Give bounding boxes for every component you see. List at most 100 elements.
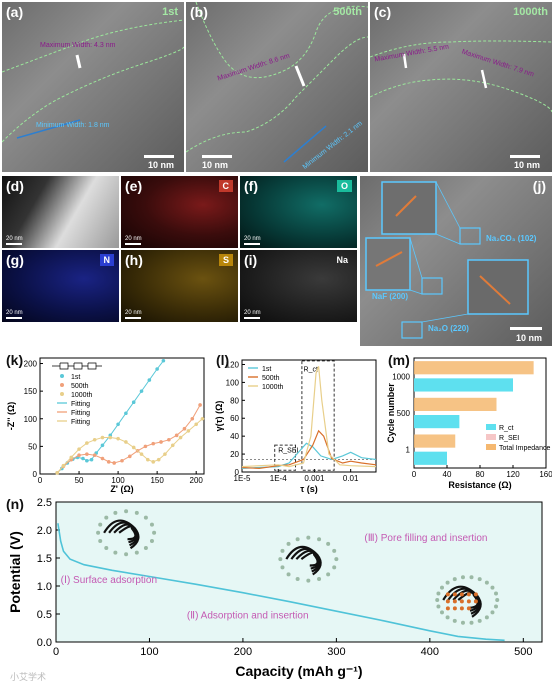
particle-pore-filling-icon-ion [445,615,450,620]
scale-bar [510,155,540,158]
fit-line-1000th [56,418,203,474]
x-tick-label: 200 [234,646,252,658]
legend-swatch [486,444,496,450]
x-tick-label: 0.001 [304,474,325,483]
hrtem-insets [365,181,529,339]
y-tick-label: 0 [235,468,240,477]
sei-boundary-b [186,2,368,163]
panel-label: (j) [532,178,546,194]
particle-pore-filling-icon-ion [452,618,457,623]
y-axis-label: -Z'' (Ω) [6,402,16,431]
y-tick-label: 20 [230,450,239,459]
x-tick-label: 500 [514,646,532,658]
data-point-500th [128,454,132,459]
particle-pore-filling-icon-ion [469,575,474,580]
panel-label: (a) [6,4,24,20]
data-point-500th [151,441,156,446]
element-tag: S [218,254,233,266]
potential-capacity-chart: 0 100 200 300 400 500 0.0 0.5 1.0 1.5 2.0 2.5 Capaci… [7,497,543,679]
particle-surface-icon-ion [134,550,139,555]
scale-bar [510,327,542,330]
nyquist-panel-k: 0 50 100 150 200 0 50 100 150 200 Z' (Ω) -Z'' (Ω) 1s… [2,350,210,494]
panel-label: (d) [6,178,24,194]
data-point-1000th [178,435,183,440]
y-axis-label: Potential (V) [7,531,23,613]
data-point-1st [116,422,120,427]
data-point-500th [106,460,111,464]
scale-bar [202,155,232,158]
x-tick-label: 0 [53,646,59,658]
legend-swatch [486,424,496,430]
data-point-1st [89,457,94,462]
eds-map-e: (e) C 20 nm [121,176,238,248]
data-point-500th [77,453,81,458]
inserted-ion [459,599,464,604]
scale-bar-label: 20 nm [6,310,23,319]
data-point-500th [174,433,179,438]
legend-marker [60,383,64,387]
scale-bar-label: 20 nm [244,310,261,319]
legend-marker [60,374,64,378]
phase-label-na2co3: Na₂CO₃ (102) [486,234,537,243]
particle-insertion-icon-ion [286,572,291,577]
y-tick-label: 60 [230,414,239,423]
particle-pore-filling-icon-ion [477,577,482,582]
x-axis-label: τ (s) [300,484,318,494]
x-axis-label: Resistance (Ω) [448,480,511,490]
panel-label: (g) [6,252,24,268]
data-point-1000th [61,463,66,468]
y-tick-label: 1.5 [37,553,52,565]
phase-label-na2o: Na₂O (220) [428,324,469,333]
particle-insertion-icon-ion [317,576,322,581]
inserted-ion [473,599,478,604]
particle-surface-icon-ion [104,515,109,520]
y-tick-label: 150 [24,387,38,396]
cycle-label: 1000th [513,6,548,18]
panel-label: (b) [190,4,208,20]
y-tick-label: 1.0 [37,581,52,593]
panel-label: (f) [244,178,258,194]
particle-surface-icon-ion [143,515,148,520]
particle-surface-icon-ion [98,539,103,544]
discharge-curve [57,523,505,642]
x-axis-label: Capacity (mAh g⁻¹) [235,663,362,679]
x-axis-label: Z' (Ω) [110,484,133,494]
y-tick-label: 2.0 [37,525,52,537]
tem-panel-a: (a) 1st Maximum Width: 4.3 nm Minimum Wi… [2,2,184,172]
tem-panel-c: (c) 1000th Maximum Width: 5.5 nm Maximum… [370,2,552,172]
y-tick-label: 40 [230,432,239,441]
particle-pore-filling-icon-ion [439,610,444,615]
x-tick-label: 1E-5 [234,474,251,483]
eds-map-d: (d) 20 nm [2,176,119,248]
legend-label: 1st [71,374,80,381]
particle-pore-filling-icon-ion [477,618,482,623]
particle-pore-filling-icon-ion [484,580,489,585]
data-point-1000th [108,435,113,440]
scale-bar-label: 10 nm [147,160,174,170]
inserted-ion [452,599,457,604]
legend-marker [60,392,64,396]
particle-surface-icon-ion [149,539,154,544]
particle-insertion-icon-ion [317,537,322,542]
data-point-500th [85,452,89,456]
legend-label: 1000th [262,384,284,391]
plot-frame [39,357,205,475]
data-point-1st [131,400,136,404]
stage-label-3: (Ⅲ) Pore filling and insertion [364,533,487,544]
eds-map-g: (g) N 20 nm [2,250,119,322]
tem-panel-b: (b) 500th Maximum Width: 8.6 nm Minimum … [186,2,368,172]
panel-label: (e) [125,178,143,194]
x-tick-label: 150 [150,476,164,485]
particle-pore-filling-icon-ion [436,604,441,609]
x-tick-label: 160 [539,470,552,479]
scale-bar-label: 10 nm [515,333,542,343]
inserted-ion [452,606,457,611]
data-point-500th [167,437,171,442]
scale-bar-label: 20 nm [125,310,142,319]
data-point-500th [198,403,202,407]
particle-pore-filling-icon-ion [484,615,489,620]
scale-bar [144,155,174,158]
stage-label-2: (Ⅱ) Adsorption and insertion [187,610,309,621]
legend-label: 500th [262,375,280,382]
y-tick-label: 120 [226,360,240,369]
